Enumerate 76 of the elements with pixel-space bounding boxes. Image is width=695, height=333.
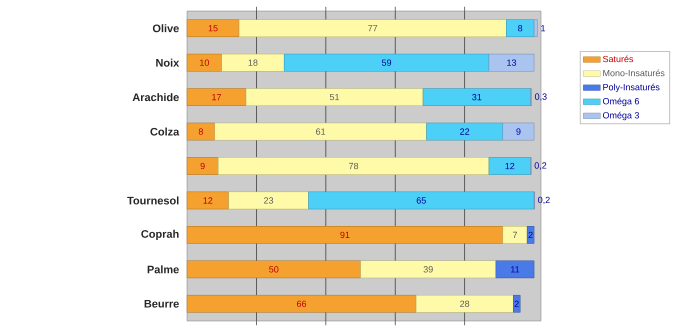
data-label: 17 — [212, 94, 222, 100]
y-tick-label: Palme — [148, 265, 179, 274]
data-label: 23 — [264, 197, 274, 204]
bar — [502, 226, 528, 244]
bar — [238, 19, 507, 38]
bar — [186, 122, 216, 140]
data-label: 78 — [349, 162, 358, 170]
bar — [488, 54, 534, 72]
data-label: 7 — [512, 232, 518, 238]
bar — [186, 88, 246, 106]
bar — [214, 122, 427, 140]
data-label: 59 — [382, 59, 392, 66]
bar — [228, 192, 309, 210]
legend-label: Saturés — [602, 55, 634, 62]
bar — [422, 88, 531, 106]
bar — [186, 294, 416, 313]
data-label: 2 — [514, 300, 519, 307]
bar — [502, 122, 534, 140]
bar — [186, 157, 218, 175]
data-label: 39 — [424, 266, 433, 273]
bar — [246, 88, 424, 106]
y-tick-label: Noix — [156, 58, 180, 67]
bar — [221, 54, 284, 72]
legend-label: Oméga 3 — [602, 112, 640, 120]
data-label: 2 — [528, 232, 533, 238]
bar — [186, 54, 222, 72]
bar — [526, 226, 534, 244]
bar — [496, 260, 534, 278]
data-label: 0,3 — [534, 93, 547, 101]
bar — [416, 294, 514, 313]
data-label: 51 — [330, 94, 340, 100]
bar — [186, 260, 361, 278]
bar — [308, 192, 534, 210]
bar — [186, 226, 504, 244]
data-label: 9 — [200, 162, 205, 170]
bar — [426, 122, 504, 140]
bar — [218, 157, 490, 175]
legend-label: Mono-Insaturés — [603, 70, 664, 76]
data-label: 15 — [208, 25, 218, 32]
data-label: 13 — [507, 59, 516, 66]
data-label: 11 — [511, 266, 520, 272]
y-tick-label: Olive — [152, 24, 179, 32]
data-label: 12 — [204, 197, 212, 204]
data-label: 77 — [368, 25, 378, 32]
data-label: 91 — [340, 232, 350, 238]
bar — [360, 260, 496, 278]
data-label: 31 — [472, 94, 482, 100]
y-tick-label: Tournesol — [127, 196, 178, 204]
data-label: 0,2 — [538, 196, 550, 204]
data-label: 8 — [198, 128, 203, 135]
data-label: 28 — [460, 300, 470, 307]
data-label: 61 — [316, 128, 326, 135]
y-tick-label: Arachide — [132, 93, 179, 102]
data-label: 18 — [248, 59, 258, 66]
data-label: 22 — [460, 128, 470, 135]
legend-label: Oméga 6 — [602, 98, 640, 106]
y-tick-label: Beurre — [144, 300, 179, 308]
data-label: 12 — [505, 162, 514, 170]
data-label: 65 — [416, 197, 426, 204]
data-label: 1 — [541, 25, 546, 32]
y-tick-label: Colza — [150, 128, 180, 136]
legend-label: Poly-Insaturés — [603, 84, 660, 92]
bar — [284, 54, 490, 72]
bar — [186, 19, 240, 38]
data-label: 0,2 — [534, 162, 546, 170]
data-label: 66 — [297, 300, 306, 307]
data-label: 10 — [200, 59, 209, 66]
data-label: 50 — [269, 266, 278, 273]
bar — [512, 294, 520, 313]
bar — [506, 19, 534, 38]
data-label: 9 — [516, 128, 521, 135]
data-label: 8 — [518, 25, 522, 32]
bar — [488, 157, 531, 175]
bar — [186, 192, 229, 210]
y-tick-label: Coprah — [141, 230, 179, 240]
bar — [534, 19, 538, 38]
